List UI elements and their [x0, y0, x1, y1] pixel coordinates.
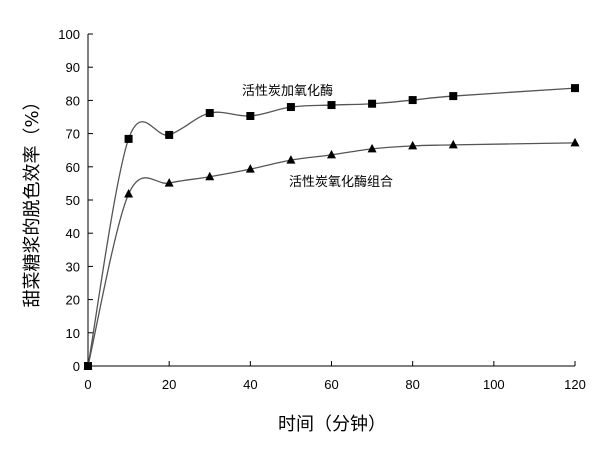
triangle-marker [205, 171, 215, 181]
square-marker [408, 96, 417, 105]
triangle-marker [164, 178, 174, 187]
series-layer [83, 84, 580, 370]
y-tick-label: 40 [66, 226, 80, 241]
y-axis-label: 甜菜糖浆的脱色效率（%） [22, 92, 43, 307]
x-tick-label: 120 [564, 377, 586, 392]
y-tick-label: 70 [66, 127, 80, 142]
square-marker [124, 134, 133, 143]
y-tick-label: 80 [66, 93, 80, 108]
y-tick-label: 100 [58, 27, 80, 42]
x-tick-label: 0 [84, 377, 91, 392]
triangle-marker [408, 140, 418, 150]
series-label-2: 活性炭氧化酶组合 [289, 174, 393, 190]
y-tick-label: 0 [73, 359, 80, 374]
triangle-marker [286, 155, 296, 164]
triangle-marker [83, 361, 93, 370]
series-line-1 [87, 87, 576, 367]
triangle-marker [570, 137, 580, 147]
y-tick-label: 30 [66, 259, 80, 274]
y-tick-label: 90 [66, 60, 80, 75]
square-marker [449, 92, 458, 101]
x-tick-label: 40 [243, 377, 257, 392]
x-tick-label: 60 [324, 377, 338, 392]
x-tick-label: 20 [162, 377, 176, 392]
square-marker [368, 99, 377, 108]
square-marker [571, 84, 579, 93]
series-label-1: 活性炭加氧化酶 [242, 83, 333, 99]
square-marker [286, 103, 295, 112]
y-tick-label: 10 [66, 326, 80, 341]
x-tick-label: 80 [405, 377, 419, 392]
square-marker [327, 101, 336, 110]
y-tick-label: 20 [66, 293, 80, 308]
y-tick-label: 50 [66, 193, 80, 208]
triangle-marker [367, 143, 377, 153]
x-axis-label: 时间（分钟） [278, 414, 386, 435]
x-tick-label: 100 [483, 377, 505, 392]
axes: 0 10 20 30 40 50 60 70 80 90 100 0 20 40 60 80 100 120 [58, 27, 586, 392]
triangle-marker [448, 139, 458, 149]
square-marker [205, 109, 214, 118]
triangle-marker [124, 189, 134, 198]
triangle-marker [245, 164, 255, 173]
triangle-marker [327, 149, 336, 159]
y-tick-label: 60 [66, 160, 80, 175]
square-marker [165, 130, 174, 139]
square-marker [246, 112, 255, 121]
